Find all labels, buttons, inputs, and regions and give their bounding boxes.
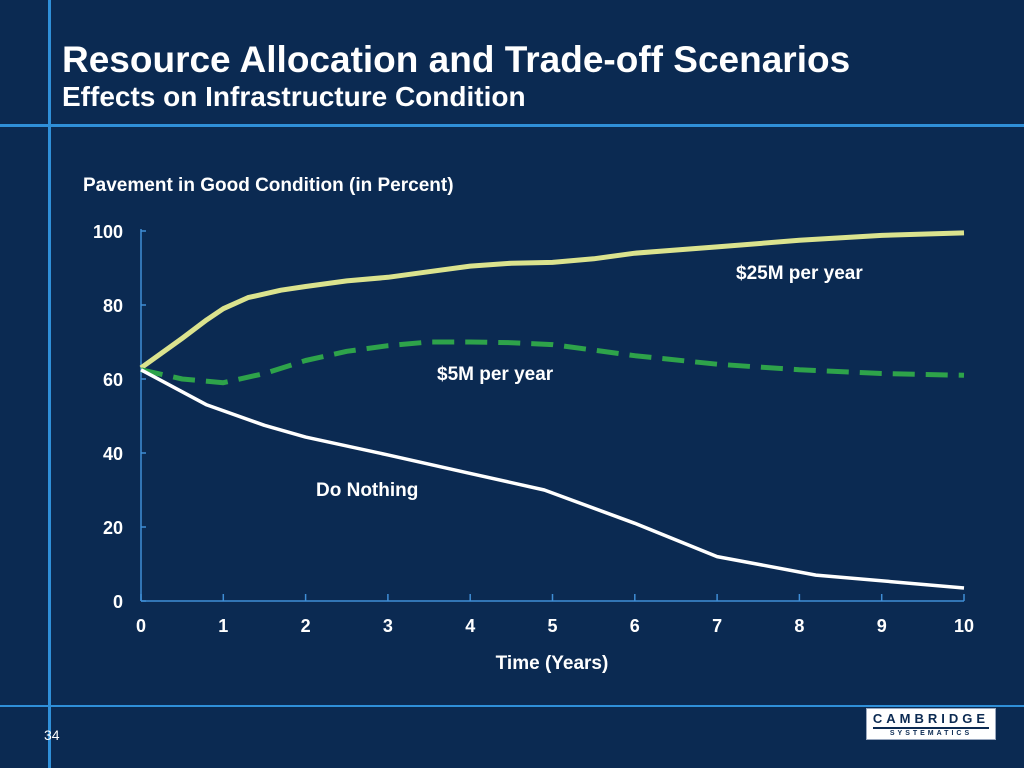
accent-rule-vertical [48,0,51,768]
y-tick-label: 60 [103,370,123,390]
x-tick-label: 4 [465,616,475,636]
slide-title: Resource Allocation and Trade-off Scenar… [62,39,851,80]
y-tick-label: 100 [93,222,123,242]
x-tick-label: 1 [218,616,228,636]
x-tick-label: 10 [954,616,974,636]
x-tick-label: 2 [301,616,311,636]
slide-number: 34 [44,727,60,743]
series-line-25m [139,230,965,370]
x-tick-label: 5 [547,616,557,636]
logo-divider [873,727,989,729]
chart-title: Pavement in Good Condition (in Percent) [83,175,454,196]
y-tick-label: 80 [103,296,123,316]
chart-series-labels: $25M per year $5M per year Do Nothing [316,263,863,501]
x-tick-label: 8 [794,616,804,636]
series-label-25m: $25M per year [736,263,863,284]
series-line-do-nothing [140,368,965,590]
cambridge-systematics-logo: CAMBRIDGE SYSTEMATICS [866,708,996,740]
series-label-do-nothing: Do Nothing [316,480,418,501]
y-tick-label: 20 [103,518,123,538]
slide-subtitle: Effects on Infrastructure Condition [62,81,526,112]
series-line-5m [140,339,965,386]
accent-rule-horizontal [0,124,1024,127]
logo-bottom-text: SYSTEMATICS [889,730,973,737]
y-tick-label: 0 [113,592,123,612]
x-tick-label: 9 [877,616,887,636]
chart-series [139,230,965,590]
x-tick-label: 6 [630,616,640,636]
chart-axes: 0 20 40 60 80 100 0 1 2 3 4 5 6 7 8 9 10 [93,222,974,636]
logo-top-text: CAMBRIDGE [872,711,990,726]
x-tick-label: 3 [383,616,393,636]
x-axis-label: Time (Years) [496,653,609,674]
accent-rule-footer [0,705,1024,707]
series-label-5m: $5M per year [437,364,554,385]
x-tick-label: 7 [712,616,722,636]
x-tick-label: 0 [136,616,146,636]
y-tick-label: 40 [103,444,123,464]
